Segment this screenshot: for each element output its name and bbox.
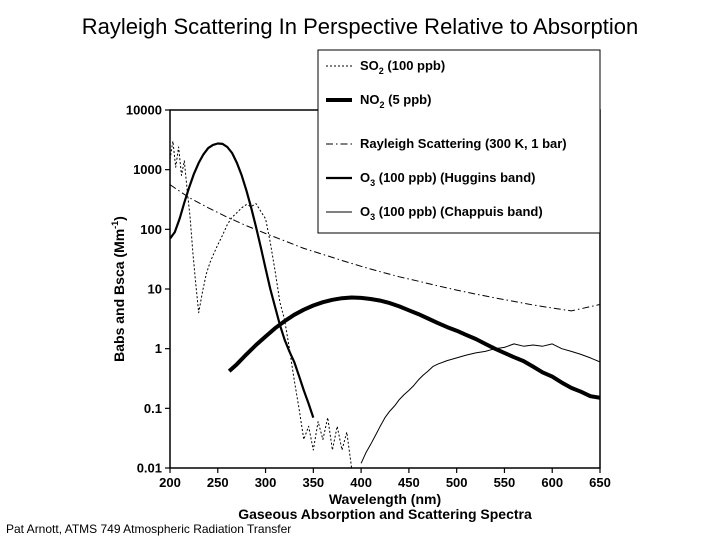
legend-label-main: O bbox=[360, 170, 370, 185]
y-tick-label: 10 bbox=[148, 282, 162, 297]
no2-series-line bbox=[227, 295, 600, 400]
so2-series-line bbox=[170, 140, 353, 469]
legend-label-rest: (100 ppb) (Huggins band) bbox=[375, 170, 535, 185]
y-tick-label: 0.01 bbox=[137, 461, 162, 476]
x-tick-label: 450 bbox=[398, 475, 420, 490]
o3-chappuis-series-line bbox=[360, 343, 600, 464]
legend-label: SO2 (100 ppb) bbox=[360, 58, 445, 76]
legend-label-sub: 3 bbox=[370, 212, 375, 222]
footer-credit: Pat Arnott, ATMS 749 Atmospheric Radiati… bbox=[6, 522, 292, 536]
x-axis-label: Wavelength (nm) bbox=[329, 491, 441, 507]
legend-label-rest: (100 ppb) (Chappuis band) bbox=[375, 204, 543, 219]
legend-label-sub: 2 bbox=[380, 100, 385, 110]
series-layer bbox=[170, 140, 600, 469]
y-axis-label-end: ) bbox=[111, 216, 127, 221]
legend-label-main: O bbox=[360, 204, 370, 219]
legend-label-main: SO bbox=[360, 58, 379, 73]
o3-huggins-series-line bbox=[170, 142, 315, 418]
legend-label: O3 (100 ppb) (Huggins band) bbox=[360, 170, 535, 188]
legend-label: NO2 (5 ppb) bbox=[360, 92, 431, 110]
x-tick-label: 200 bbox=[159, 475, 181, 490]
y-axis-label: Babs and Bsca (Mm-1) bbox=[110, 216, 127, 362]
y-tick-label: 0.1 bbox=[144, 401, 162, 416]
legend-label-rest: (5 ppb) bbox=[385, 92, 432, 107]
y-axis-label-main: Babs and Bsca (Mm bbox=[111, 229, 127, 362]
x-tick-label: 250 bbox=[207, 475, 229, 490]
y-tick-label: 10000 bbox=[126, 103, 162, 118]
slide-title: Rayleigh Scattering In Perspective Relat… bbox=[81, 14, 639, 39]
rayleigh-series-line bbox=[170, 184, 600, 312]
x-tick-label: 650 bbox=[589, 475, 611, 490]
legend-label: O3 (100 ppb) (Chappuis band) bbox=[360, 204, 543, 222]
legend-label-sub: 3 bbox=[370, 178, 375, 188]
legend-label-sub: 2 bbox=[379, 66, 384, 76]
x-axis: 200 250 300 350 400 450 500 550 600 650 bbox=[159, 468, 611, 490]
x-tick-label: 550 bbox=[494, 475, 516, 490]
x-tick-label: 500 bbox=[446, 475, 468, 490]
y-tick-label: 100 bbox=[140, 222, 162, 237]
legend-box bbox=[317, 49, 601, 234]
y-axis-label-sup: -1 bbox=[110, 221, 120, 229]
legend-label-rest: (100 ppb) bbox=[384, 58, 445, 73]
legend-label-main: Rayleigh Scattering (300 K, 1 bar) bbox=[360, 136, 567, 151]
x-tick-label: 600 bbox=[541, 475, 563, 490]
chart-subtitle: Gaseous Absorption and Scattering Spectr… bbox=[238, 506, 532, 522]
x-tick-label: 300 bbox=[255, 475, 277, 490]
y-tick-label: 1000 bbox=[133, 162, 162, 177]
y-axis: 0.01 0.1 1 10 100 1000 10000 bbox=[126, 103, 170, 476]
x-tick-label: 350 bbox=[302, 475, 324, 490]
legend-label: Rayleigh Scattering (300 K, 1 bar) bbox=[360, 136, 567, 151]
legend-label-main: NO bbox=[360, 92, 380, 107]
y-tick-label: 1 bbox=[155, 341, 162, 356]
x-tick-label: 400 bbox=[350, 475, 372, 490]
legend: SO2 (100 ppb)NO2 (5 ppb)Rayleigh Scatter… bbox=[317, 49, 601, 234]
